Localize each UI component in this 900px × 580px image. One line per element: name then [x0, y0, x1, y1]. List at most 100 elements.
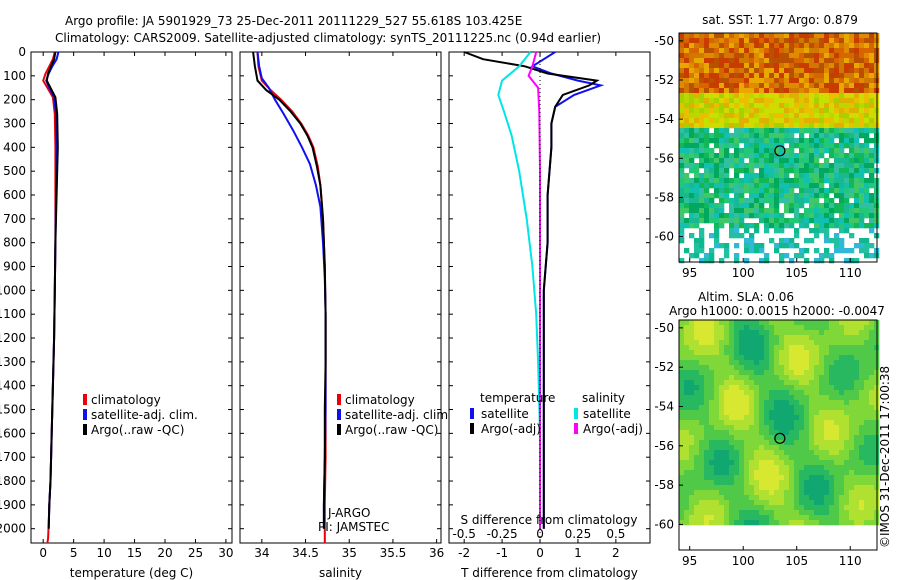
map-cell: [854, 258, 860, 264]
map-cell: [869, 43, 875, 49]
map-cell: [714, 440, 720, 446]
map-cell: [824, 118, 830, 124]
map-cell: [839, 63, 845, 69]
map-cell: [754, 405, 760, 411]
map-cell: [809, 465, 815, 471]
map-cell: [784, 88, 790, 94]
map-cell: [744, 143, 750, 149]
map-cell: [869, 253, 875, 259]
map-cell: [714, 400, 720, 406]
map-cell: [759, 83, 765, 89]
map-cell: [739, 163, 745, 169]
map-cell: [764, 168, 770, 174]
map-cell: [774, 103, 780, 109]
map-cell: [744, 510, 750, 516]
map-cell: [759, 218, 765, 224]
map-cell: [719, 208, 725, 214]
map-cell: [699, 415, 705, 421]
map-cell: [744, 53, 750, 59]
map-cell: [714, 63, 720, 69]
map-cell: [799, 460, 805, 466]
map-cell: [764, 158, 770, 164]
map-cell: [824, 213, 830, 219]
map-cell: [774, 113, 780, 119]
map-cell: [799, 103, 805, 109]
map-cell: [814, 223, 820, 229]
map-cell: [694, 213, 700, 219]
map-cell: [854, 345, 860, 351]
map-cell: [679, 208, 685, 214]
map-cell: [739, 425, 745, 431]
map-cell: [819, 168, 825, 174]
map-cell: [769, 330, 775, 336]
map-cell: [704, 345, 710, 351]
map-cell: [789, 48, 795, 54]
map-cell: [829, 218, 835, 224]
map-cell: [804, 370, 810, 376]
map-cell: [854, 395, 860, 401]
map-cell: [754, 470, 760, 476]
map-cell: [774, 48, 780, 54]
map-cell: [714, 213, 720, 219]
map-cell: [849, 153, 855, 159]
map-cell: [684, 128, 690, 134]
map-cell: [859, 223, 865, 229]
map-cell: [829, 48, 835, 54]
map-cell: [854, 490, 860, 496]
map-cell: [844, 465, 850, 471]
map-cell: [734, 435, 740, 441]
map-cell: [764, 48, 770, 54]
map-cell: [824, 420, 830, 426]
map-cell: [714, 238, 720, 244]
map-cell: [809, 350, 815, 356]
map-cell: [684, 78, 690, 84]
map-cell: [804, 53, 810, 59]
map-cell: [809, 450, 815, 456]
map-cell: [709, 68, 715, 74]
map-cell: [869, 58, 875, 64]
map-cell: [839, 490, 845, 496]
map-cell: [834, 248, 840, 254]
map-cell: [829, 38, 835, 44]
map-cell: [864, 63, 870, 69]
map-cell: [814, 320, 820, 326]
map-cell: [714, 208, 720, 214]
map-cell: [779, 400, 785, 406]
map-cell: [839, 198, 845, 204]
map-cell: [699, 490, 705, 496]
map-cell: [779, 118, 785, 124]
map-cell: [799, 425, 805, 431]
map-cell: [769, 93, 775, 99]
map-cell: [689, 118, 695, 124]
map-cell: [789, 395, 795, 401]
map-cell: [729, 198, 735, 204]
map-cell: [759, 178, 765, 184]
map-cell: [729, 460, 735, 466]
map-cell: [799, 113, 805, 119]
map-cell: [789, 178, 795, 184]
map-cell: [814, 510, 820, 516]
map-cell: [774, 223, 780, 229]
map-cell: [699, 335, 705, 341]
map-cell: [869, 350, 875, 356]
map-cell: [769, 173, 775, 179]
map-cell: [779, 445, 785, 451]
map-cell: [684, 385, 690, 391]
map-cell: [739, 435, 745, 441]
map-cell: [734, 335, 740, 341]
map-cell: [864, 103, 870, 109]
legend-swatch: [337, 409, 341, 420]
series-line: [45, 51, 59, 529]
map-cell: [774, 123, 780, 129]
map-cell: [694, 93, 700, 99]
map-cell: [809, 380, 815, 386]
map-cell: [774, 183, 780, 189]
x-tick-label: 5: [70, 546, 78, 560]
map-cell: [764, 460, 770, 466]
map-cell: [839, 480, 845, 486]
legend-swatch: [337, 424, 341, 435]
map-cell: [709, 258, 715, 264]
map-cell: [759, 380, 765, 386]
map-cell: [749, 143, 755, 149]
map-cell: [714, 158, 720, 164]
